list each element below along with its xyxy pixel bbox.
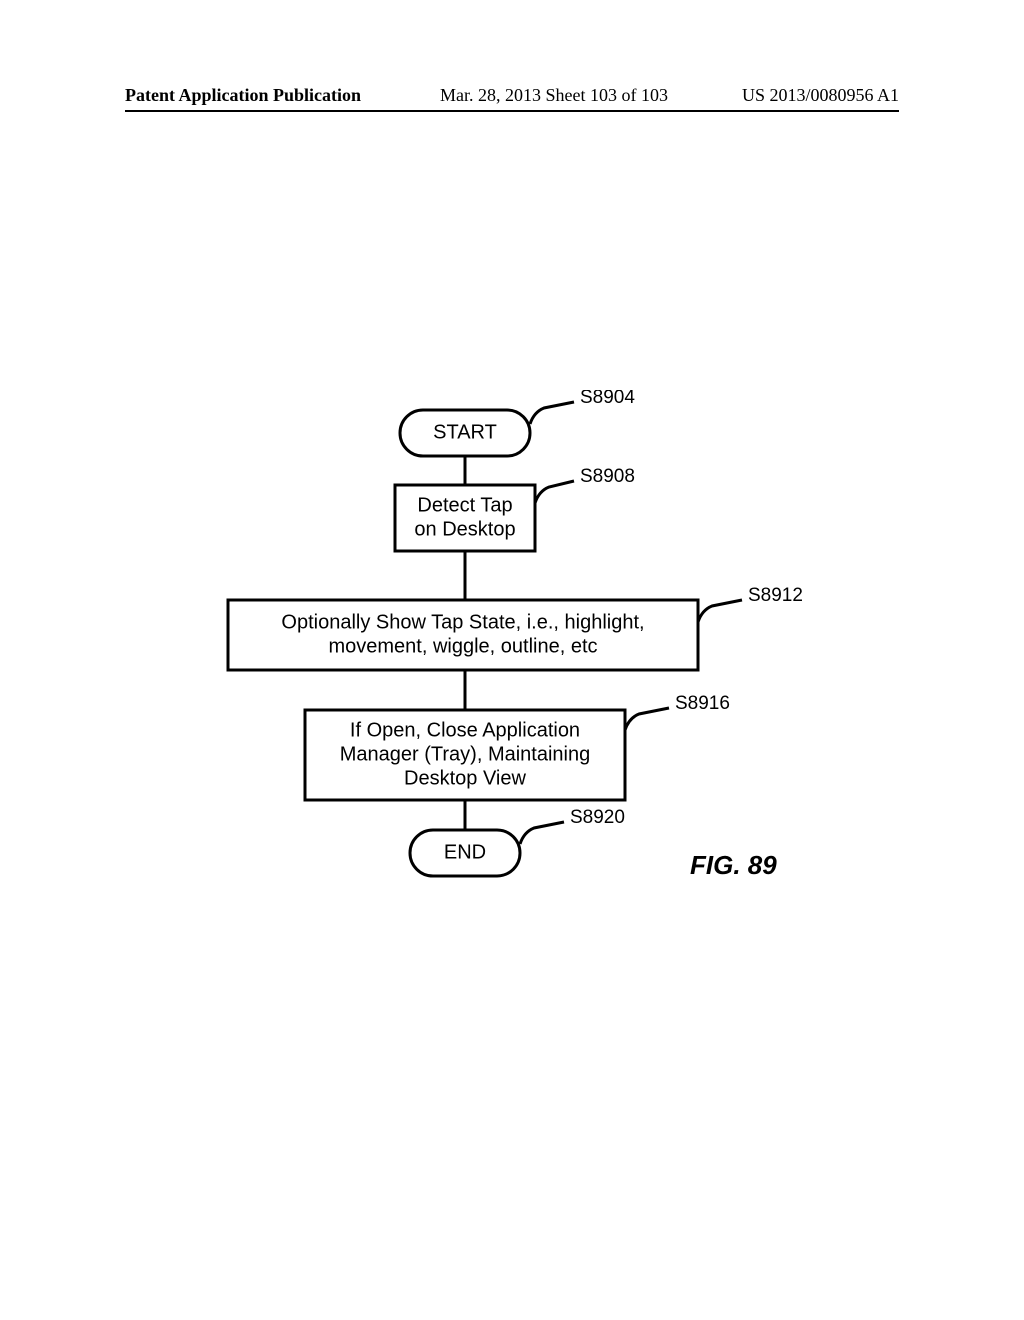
- reference-hook: [530, 402, 574, 424]
- reference-label: S8912: [748, 585, 803, 606]
- reference-label: S8908: [580, 466, 635, 487]
- flowchart-node-end-text: END: [444, 841, 486, 863]
- header: Patent Application Publication Mar. 28, …: [125, 85, 899, 112]
- flowchart-svg: START Detect Tapon Desktop Optionally Show…: [150, 390, 870, 910]
- flowchart-node-start-text: START: [433, 421, 497, 443]
- reference-hook: [698, 600, 742, 622]
- flowchart-node-optional-text: Optionally Show Tap State, i.e., highlig…: [281, 611, 644, 633]
- flowchart-node-detect-text: on Desktop: [414, 518, 515, 540]
- reference-label: S8920: [570, 807, 625, 828]
- reference-hook: [535, 481, 574, 503]
- flowchart-node-detect-text: Detect Tap: [417, 494, 512, 516]
- page-container: Patent Application Publication Mar. 28, …: [0, 0, 1024, 1320]
- flowchart-node-optional-text: movement, wiggle, outline, etc: [328, 635, 597, 657]
- flowchart-container: START Detect Tapon Desktop Optionally Show…: [150, 390, 870, 910]
- header-center: Mar. 28, 2013 Sheet 103 of 103: [440, 85, 668, 106]
- header-right: US 2013/0080956 A1: [742, 85, 899, 106]
- flowchart-node-close-text: If Open, Close Application: [350, 719, 580, 741]
- header-left: Patent Application Publication: [125, 85, 361, 106]
- figure-label: FIG. 89: [690, 850, 777, 881]
- reference-hook: [520, 822, 564, 844]
- flowchart-node-close-text: Desktop View: [404, 767, 526, 789]
- reference-hook: [625, 708, 669, 730]
- reference-label: S8916: [675, 693, 730, 714]
- flowchart-node-close-text: Manager (Tray), Maintaining: [340, 743, 590, 765]
- reference-label: S8904: [580, 390, 635, 408]
